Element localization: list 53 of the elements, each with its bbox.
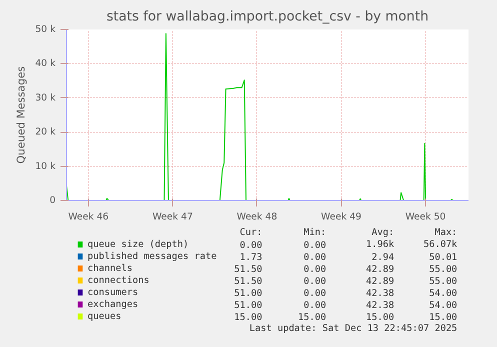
text: 51.00: [234, 300, 263, 311]
text: 0.00: [304, 240, 327, 251]
text: 15.00: [234, 312, 263, 323]
text: 42.38: [366, 288, 394, 299]
y-axis-title: Queued Messages: [14, 66, 28, 164]
text: 51.50: [234, 276, 263, 287]
text: 50.01: [429, 252, 458, 263]
text: 55.00: [429, 276, 458, 287]
text: Min:: [304, 227, 326, 238]
text: 56.07k: [423, 239, 458, 250]
text: 55.00: [429, 264, 458, 275]
legend-label: connections: [88, 275, 150, 286]
text: 51.50: [234, 264, 263, 275]
legend-label: published messages rate: [88, 251, 218, 262]
legend-label: channels: [88, 263, 132, 274]
text: 42.89: [366, 264, 394, 275]
text: 15.00: [429, 312, 458, 323]
x-tick-label: Week 46: [68, 212, 109, 222]
legend-label: consumers: [88, 287, 138, 298]
text: 42.89: [366, 276, 394, 287]
y-tick-label: 20 k: [35, 126, 56, 138]
text: 54.00: [429, 300, 458, 311]
y-tick-label: 0: [50, 195, 56, 206]
y-tick-label: 40 k: [35, 58, 56, 70]
y-tick-label: 30 k: [35, 92, 56, 104]
x-tick-label: Week 47: [152, 212, 193, 222]
text: Cur:: [240, 227, 262, 238]
text: 15.00: [298, 312, 327, 323]
x-tick-label: Week 50: [405, 212, 446, 222]
legend-label: exchanges: [88, 299, 138, 310]
x-tick-label: Week 48: [236, 212, 278, 222]
x-tick-label: Week 49: [321, 212, 362, 222]
legend-label: queues: [88, 311, 122, 322]
text: 0.00: [304, 264, 327, 275]
text: Avg:: [372, 227, 394, 238]
text: 15.00: [366, 312, 394, 323]
text: Last update: Sat Dec 13 22:45:07 2025: [249, 323, 458, 334]
text: 42.38: [366, 300, 394, 311]
text: 1.73: [240, 252, 262, 263]
text: 0.00: [304, 276, 327, 287]
text: 51.00: [234, 288, 263, 299]
y-tick-label: 50 k: [35, 24, 56, 35]
y-tick-label: 10 k: [35, 160, 56, 172]
text: Max:: [434, 227, 458, 238]
text: 0.00: [304, 252, 327, 263]
legend-label: queue size (depth): [88, 239, 189, 250]
text: 2.94: [372, 252, 394, 263]
text: 1.96k: [366, 239, 394, 250]
text: 0.00: [304, 288, 327, 299]
text: 0.00: [240, 240, 263, 251]
text: 54.00: [429, 288, 458, 299]
text: 0.00: [304, 300, 327, 311]
chart-title: stats for wallabag.import.pocket_csv - by month: [106, 10, 429, 24]
